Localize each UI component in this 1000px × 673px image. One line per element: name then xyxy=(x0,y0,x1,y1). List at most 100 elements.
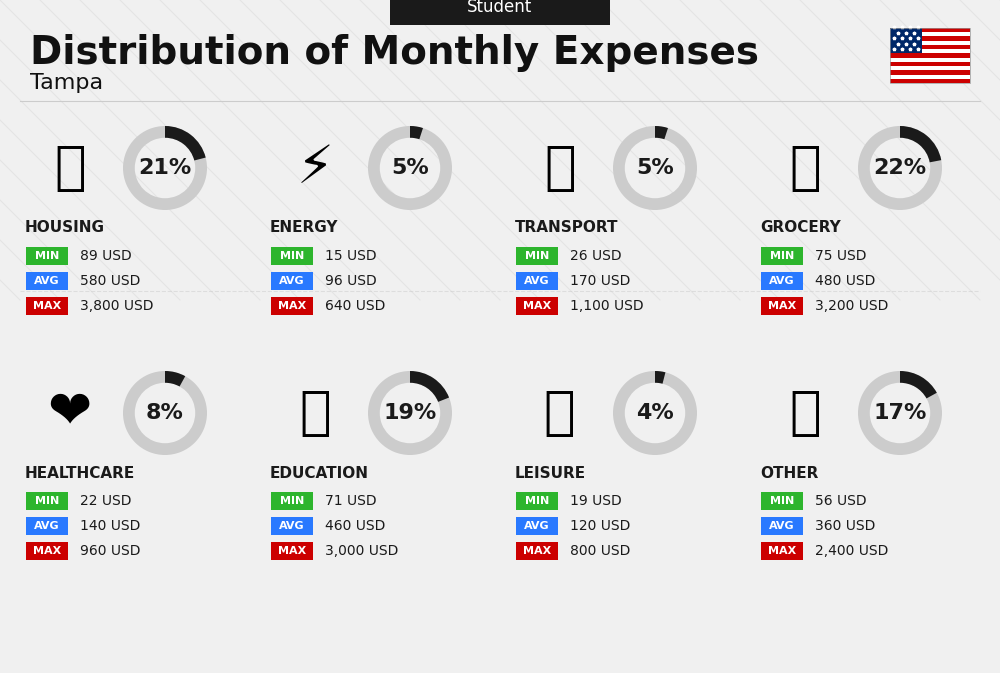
Wedge shape xyxy=(858,126,942,210)
Text: MAX: MAX xyxy=(523,301,551,311)
Text: 640 USD: 640 USD xyxy=(325,299,385,313)
FancyBboxPatch shape xyxy=(890,58,970,62)
FancyBboxPatch shape xyxy=(890,79,970,83)
Text: 56 USD: 56 USD xyxy=(815,494,867,508)
Text: ⚡: ⚡ xyxy=(296,142,334,194)
Text: ENERGY: ENERGY xyxy=(270,221,338,236)
Text: 21%: 21% xyxy=(138,158,192,178)
FancyBboxPatch shape xyxy=(271,272,313,290)
FancyBboxPatch shape xyxy=(890,36,970,40)
Text: AVG: AVG xyxy=(524,276,550,286)
Wedge shape xyxy=(368,126,452,210)
FancyBboxPatch shape xyxy=(890,53,970,58)
Wedge shape xyxy=(655,371,665,384)
FancyBboxPatch shape xyxy=(516,247,558,265)
Text: 360 USD: 360 USD xyxy=(815,519,875,533)
FancyBboxPatch shape xyxy=(761,542,803,560)
Text: 75 USD: 75 USD xyxy=(815,249,866,263)
FancyBboxPatch shape xyxy=(26,297,68,315)
FancyBboxPatch shape xyxy=(890,62,970,66)
Text: MAX: MAX xyxy=(768,301,796,311)
FancyBboxPatch shape xyxy=(890,40,970,45)
Text: MIN: MIN xyxy=(770,496,794,506)
Wedge shape xyxy=(655,126,668,139)
Text: 19%: 19% xyxy=(383,403,437,423)
FancyBboxPatch shape xyxy=(271,542,313,560)
Text: 120 USD: 120 USD xyxy=(570,519,630,533)
Text: 17%: 17% xyxy=(873,403,927,423)
Text: 5%: 5% xyxy=(391,158,429,178)
FancyBboxPatch shape xyxy=(516,542,558,560)
FancyBboxPatch shape xyxy=(26,272,68,290)
FancyBboxPatch shape xyxy=(516,517,558,535)
Text: 🛍️: 🛍️ xyxy=(544,387,576,439)
Text: MAX: MAX xyxy=(523,546,551,556)
Text: MAX: MAX xyxy=(278,546,306,556)
Wedge shape xyxy=(900,126,941,162)
Text: AVG: AVG xyxy=(524,521,550,531)
FancyBboxPatch shape xyxy=(890,75,970,79)
Text: HOUSING: HOUSING xyxy=(25,221,105,236)
Text: 5%: 5% xyxy=(636,158,674,178)
Text: 1,100 USD: 1,100 USD xyxy=(570,299,644,313)
Text: 580 USD: 580 USD xyxy=(80,274,140,288)
Text: 800 USD: 800 USD xyxy=(570,544,630,558)
Text: OTHER: OTHER xyxy=(760,466,818,481)
FancyBboxPatch shape xyxy=(26,517,68,535)
Text: EDUCATION: EDUCATION xyxy=(270,466,369,481)
FancyBboxPatch shape xyxy=(890,45,970,49)
Text: 🚌: 🚌 xyxy=(544,142,576,194)
FancyBboxPatch shape xyxy=(761,492,803,510)
FancyBboxPatch shape xyxy=(890,70,970,75)
Text: MAX: MAX xyxy=(33,301,61,311)
FancyBboxPatch shape xyxy=(26,247,68,265)
Text: 2,400 USD: 2,400 USD xyxy=(815,544,888,558)
FancyBboxPatch shape xyxy=(890,32,970,36)
Text: MIN: MIN xyxy=(770,251,794,261)
Text: 170 USD: 170 USD xyxy=(570,274,630,288)
Text: GROCERY: GROCERY xyxy=(760,221,841,236)
Text: AVG: AVG xyxy=(279,276,305,286)
Text: Tampa: Tampa xyxy=(30,73,103,93)
Text: 480 USD: 480 USD xyxy=(815,274,875,288)
Text: 8%: 8% xyxy=(146,403,184,423)
Text: 3,000 USD: 3,000 USD xyxy=(325,544,398,558)
FancyBboxPatch shape xyxy=(761,247,803,265)
Text: 4%: 4% xyxy=(636,403,674,423)
Text: HEALTHCARE: HEALTHCARE xyxy=(25,466,135,481)
FancyBboxPatch shape xyxy=(271,297,313,315)
Text: MIN: MIN xyxy=(525,251,549,261)
Text: 960 USD: 960 USD xyxy=(80,544,140,558)
Text: MAX: MAX xyxy=(33,546,61,556)
Wedge shape xyxy=(900,371,937,398)
FancyBboxPatch shape xyxy=(890,66,970,70)
Text: 22%: 22% xyxy=(873,158,927,178)
Wedge shape xyxy=(165,126,206,160)
Text: MIN: MIN xyxy=(35,251,59,261)
Text: 🎓: 🎓 xyxy=(299,387,331,439)
Text: AVG: AVG xyxy=(769,276,795,286)
FancyBboxPatch shape xyxy=(271,517,313,535)
Text: 3,200 USD: 3,200 USD xyxy=(815,299,888,313)
FancyBboxPatch shape xyxy=(26,542,68,560)
FancyBboxPatch shape xyxy=(26,492,68,510)
Text: 15 USD: 15 USD xyxy=(325,249,377,263)
Text: MIN: MIN xyxy=(280,251,304,261)
Wedge shape xyxy=(613,371,697,455)
FancyBboxPatch shape xyxy=(516,492,558,510)
FancyBboxPatch shape xyxy=(761,272,803,290)
Text: 460 USD: 460 USD xyxy=(325,519,385,533)
Text: MAX: MAX xyxy=(278,301,306,311)
FancyBboxPatch shape xyxy=(890,28,922,53)
Text: MIN: MIN xyxy=(35,496,59,506)
Text: 💰: 💰 xyxy=(789,387,821,439)
Wedge shape xyxy=(123,126,207,210)
Wedge shape xyxy=(165,371,185,386)
FancyBboxPatch shape xyxy=(271,247,313,265)
Text: 🛒: 🛒 xyxy=(789,142,821,194)
Text: AVG: AVG xyxy=(34,521,60,531)
Text: 22 USD: 22 USD xyxy=(80,494,132,508)
Text: 3,800 USD: 3,800 USD xyxy=(80,299,154,313)
Text: MIN: MIN xyxy=(525,496,549,506)
Text: Student: Student xyxy=(467,0,533,17)
